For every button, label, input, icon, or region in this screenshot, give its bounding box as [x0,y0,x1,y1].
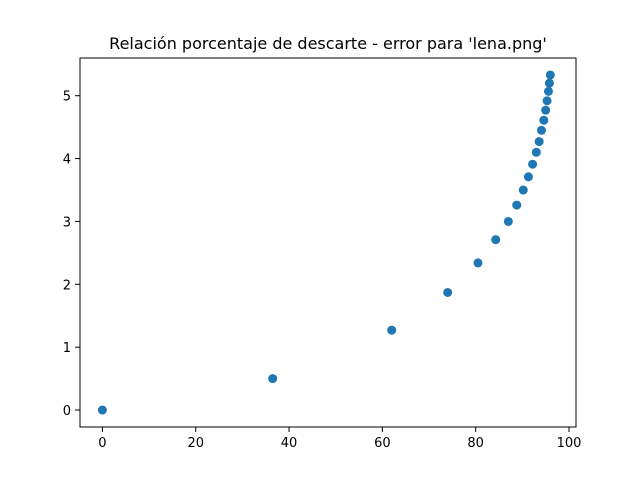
data-point [528,159,538,169]
data-point [536,125,546,135]
data-point [491,235,501,245]
y-tick-label: 4 [63,153,71,168]
x-tick-label: 100 [557,436,582,451]
data-point [544,78,554,88]
x-tick-label: 60 [374,436,391,451]
data-point [534,137,544,147]
data-point [387,325,397,335]
plot-area: 0 20 40 60 80 100 0 1 2 3 4 5 [63,57,582,451]
axes-frame [79,57,577,428]
data-point [512,200,522,210]
data-point [443,287,453,297]
data-point [503,216,513,226]
x-tick-label: 0 [98,436,106,451]
data-point [268,374,278,384]
data-point [523,172,533,182]
y-tick-label: 1 [63,341,71,356]
data-point [531,147,541,157]
data-point [518,185,528,195]
x-tick-label: 20 [187,436,204,451]
chart-title: Relación porcentaje de descarte - error … [109,34,547,53]
data-point [473,258,483,268]
y-tick-label: 0 [63,404,71,419]
x-tick-label: 80 [467,436,484,451]
data-point [541,105,551,115]
y-tick-label: 3 [63,215,71,230]
x-tick-label: 40 [281,436,298,451]
y-tick-label: 5 [63,90,71,105]
data-point [543,86,553,96]
data-point [542,96,552,106]
y-tick-label: 2 [63,278,71,293]
data-point [545,70,555,80]
data-point [97,405,107,415]
data-point [539,115,549,125]
